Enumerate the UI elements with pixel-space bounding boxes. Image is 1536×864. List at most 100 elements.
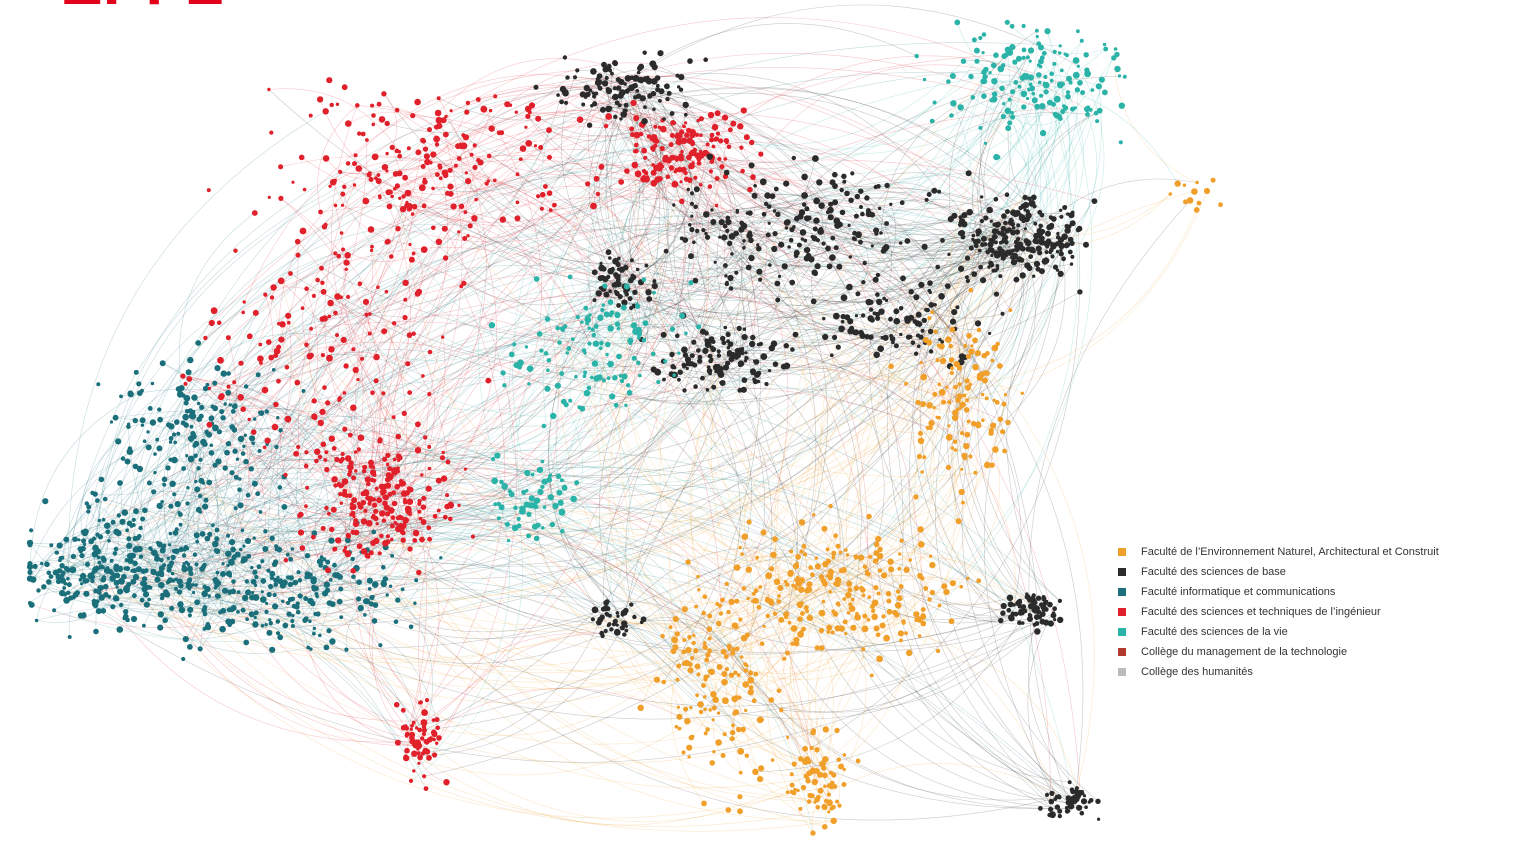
- node: [332, 178, 337, 183]
- node: [702, 594, 708, 599]
- node: [363, 613, 367, 617]
- node: [755, 555, 759, 560]
- edge: [383, 517, 725, 675]
- edge: [115, 409, 674, 652]
- node: [1052, 61, 1057, 66]
- node: [848, 255, 852, 259]
- node: [91, 536, 97, 541]
- edge: [324, 484, 402, 594]
- node: [269, 130, 274, 135]
- node: [1072, 71, 1080, 79]
- node: [871, 608, 876, 614]
- node: [264, 609, 269, 615]
- node: [92, 553, 97, 558]
- node: [785, 582, 790, 587]
- node: [656, 379, 661, 385]
- edge: [257, 412, 272, 494]
- node: [290, 547, 295, 551]
- node: [126, 424, 131, 430]
- node: [368, 550, 374, 556]
- node: [303, 463, 309, 469]
- edge: [955, 240, 1036, 612]
- node: [183, 400, 189, 406]
- node: [568, 398, 573, 403]
- edge: [875, 204, 897, 281]
- node: [641, 277, 647, 282]
- node: [560, 398, 567, 405]
- node: [1043, 74, 1048, 80]
- node: [668, 625, 673, 630]
- edge: [183, 555, 372, 609]
- node: [868, 335, 873, 340]
- node: [508, 491, 515, 498]
- node: [946, 79, 951, 84]
- node: [333, 310, 338, 316]
- node: [260, 590, 264, 594]
- node: [365, 138, 369, 142]
- edge: [403, 52, 1056, 197]
- edge: [167, 581, 219, 599]
- edge: [618, 154, 709, 664]
- node: [592, 101, 597, 106]
- node: [1053, 95, 1061, 103]
- edge: [478, 86, 805, 196]
- node: [1114, 51, 1120, 58]
- node: [299, 545, 306, 551]
- node: [1049, 71, 1054, 76]
- edge: [369, 604, 397, 705]
- node: [759, 178, 767, 186]
- edge: [298, 282, 435, 740]
- node: [102, 496, 108, 502]
- node: [160, 573, 165, 578]
- node: [356, 501, 361, 506]
- edge: [319, 510, 366, 562]
- node: [268, 621, 273, 626]
- node: [1031, 91, 1036, 96]
- node: [715, 602, 720, 606]
- node: [828, 503, 833, 509]
- node: [431, 225, 436, 231]
- node: [926, 192, 932, 197]
- node: [462, 236, 468, 241]
- node: [386, 203, 393, 210]
- edge: [222, 446, 299, 564]
- node: [218, 610, 223, 615]
- edge: [675, 343, 998, 620]
- node: [286, 611, 292, 617]
- node: [1063, 52, 1067, 56]
- node: [873, 625, 880, 632]
- edge: [62, 580, 230, 613]
- node: [929, 554, 933, 558]
- edge: [522, 511, 842, 767]
- node: [169, 480, 176, 487]
- node: [1036, 72, 1042, 78]
- node: [1021, 55, 1026, 61]
- node: [416, 569, 422, 576]
- node: [810, 572, 815, 578]
- node: [600, 307, 605, 313]
- node: [207, 386, 211, 391]
- node: [964, 378, 970, 384]
- node: [1021, 72, 1029, 80]
- node: [825, 245, 831, 252]
- node: [670, 364, 676, 370]
- node: [789, 782, 795, 788]
- node: [978, 125, 983, 130]
- node: [870, 244, 874, 248]
- node: [876, 184, 881, 189]
- edge: [144, 510, 161, 545]
- node: [519, 508, 526, 515]
- node: [249, 435, 256, 442]
- node: [90, 490, 95, 496]
- edge: [393, 350, 706, 496]
- node: [212, 426, 218, 432]
- edge: [165, 467, 1031, 600]
- node: [320, 353, 325, 358]
- edge: [596, 225, 745, 327]
- node: [915, 333, 921, 338]
- node: [993, 197, 999, 202]
- node: [336, 253, 342, 259]
- edge: [62, 557, 699, 664]
- node: [920, 373, 928, 381]
- node: [596, 79, 603, 86]
